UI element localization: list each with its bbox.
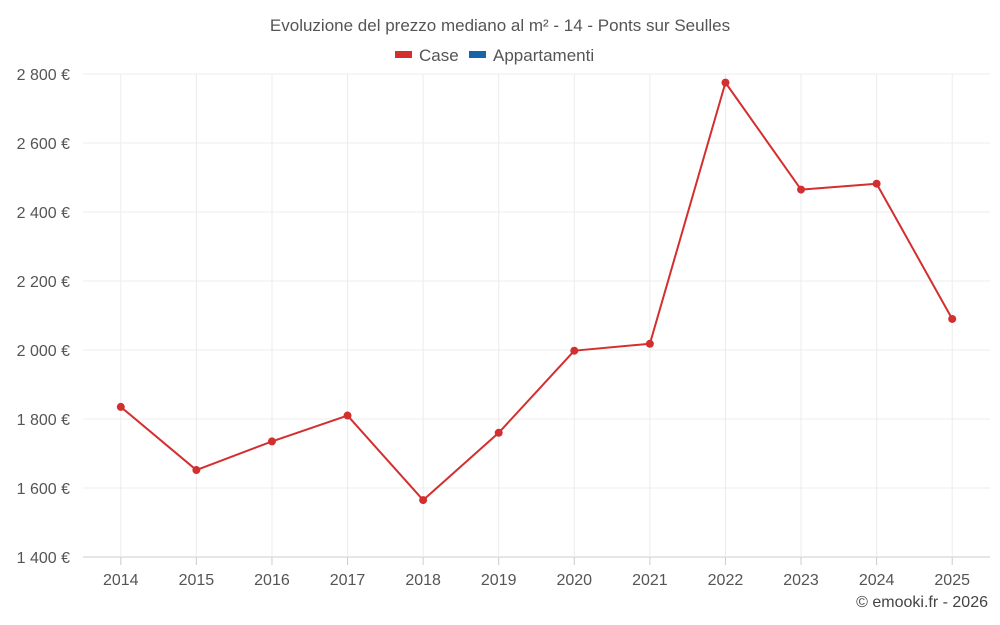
data-point[interactable] — [494, 428, 503, 437]
legend-swatch-appartamenti — [469, 51, 486, 58]
data-point[interactable] — [419, 496, 428, 505]
y-tick-label: 2 000 € — [17, 343, 70, 360]
x-tick-label: 2014 — [103, 572, 139, 589]
y-axis: 1 400 € 1 600 € 1 800 € 2 000 € 2 200 € 2 400… — [17, 67, 70, 567]
x-tick-label: 2019 — [481, 572, 517, 589]
x-axis: 2014 2015 2016 2017 2018 2019 2020 2021 2022 2023… — [103, 557, 970, 589]
x-tick-label: 2023 — [783, 572, 819, 589]
series-line-case — [120, 81, 954, 502]
x-tick-label: 2018 — [405, 572, 441, 589]
x-tick-label: 2016 — [254, 572, 290, 589]
y-tick-label: 2 600 € — [17, 136, 70, 153]
x-tick-label: 2015 — [179, 572, 215, 589]
x-tick-label: 2024 — [859, 572, 895, 589]
y-tick-label: 1 400 € — [17, 550, 70, 567]
y-tick-label: 1 800 € — [17, 412, 70, 429]
data-point[interactable] — [797, 185, 806, 194]
chart-title: Evoluzione del prezzo mediano al m² - 14… — [270, 16, 730, 35]
legend-label-appartamenti[interactable]: Appartamenti — [493, 46, 594, 65]
x-tick-label: 2017 — [330, 572, 366, 589]
data-point[interactable] — [721, 78, 730, 87]
data-point[interactable] — [267, 437, 276, 446]
series-layer — [116, 78, 957, 505]
data-point[interactable] — [570, 346, 579, 355]
grid — [83, 73, 990, 558]
x-tick-label: 2020 — [556, 572, 592, 589]
legend-swatch-case — [395, 51, 412, 58]
data-point[interactable] — [116, 402, 125, 411]
credit-text: © emooki.fr - 2026 — [856, 594, 988, 611]
y-tick-label: 2 200 € — [17, 274, 70, 291]
y-tick-label: 2 400 € — [17, 205, 70, 222]
legend-label-case[interactable]: Case — [419, 46, 459, 65]
x-tick-label: 2022 — [708, 572, 744, 589]
x-tick-label: 2025 — [934, 572, 970, 589]
x-tick-label: 2021 — [632, 572, 668, 589]
data-point[interactable] — [948, 314, 957, 323]
data-point[interactable] — [872, 179, 881, 188]
data-point[interactable] — [343, 411, 352, 420]
y-tick-label: 1 600 € — [17, 481, 70, 498]
data-point[interactable] — [192, 466, 201, 475]
legend: Case Appartamenti — [395, 46, 594, 65]
data-point[interactable] — [645, 339, 654, 348]
y-tick-label: 2 800 € — [17, 67, 70, 84]
